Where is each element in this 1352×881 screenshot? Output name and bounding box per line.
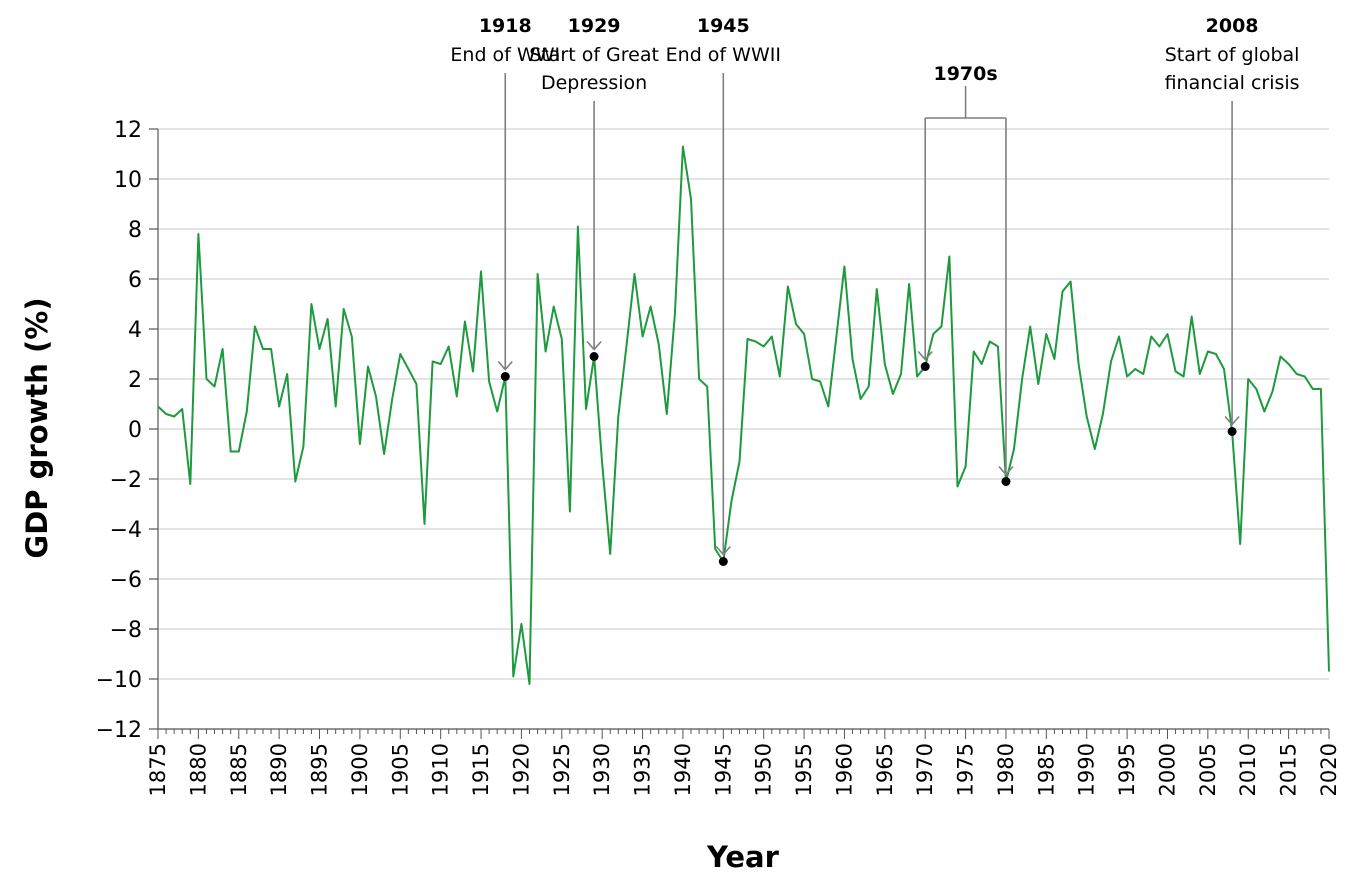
x-tick-label: 1880 — [186, 743, 210, 796]
x-tick-label: 1955 — [792, 743, 816, 796]
y-tick-label: −4 — [110, 518, 142, 543]
x-tick-label: 1990 — [1075, 743, 1099, 796]
annotation-year: 1929 — [568, 15, 621, 37]
y-tick-label: 4 — [128, 318, 142, 343]
y-tick-label: −2 — [110, 468, 142, 493]
x-tick-label: 1940 — [671, 743, 695, 796]
annotation-point-marker — [500, 372, 510, 381]
y-tick-label: −10 — [96, 668, 142, 693]
x-tick-label: 1935 — [631, 743, 655, 796]
annotation-year: 1918 — [479, 15, 532, 37]
annotation-label: financial crisis — [1165, 72, 1300, 94]
x-tick-label: 1975 — [954, 743, 978, 796]
annotation-point-marker — [1001, 477, 1011, 486]
annotation-point-marker — [589, 352, 599, 361]
y-tick-label: −8 — [110, 618, 142, 643]
annotation-point-marker — [920, 362, 930, 371]
x-tick-label: 1970 — [913, 743, 937, 796]
x-tick-label: 1925 — [550, 743, 574, 796]
y-tick-label: 8 — [128, 218, 142, 243]
x-tick-label: 1960 — [832, 743, 856, 796]
x-tick-label: 1930 — [590, 743, 614, 796]
x-tick-label: 1965 — [873, 743, 897, 796]
x-tick-label: 1920 — [509, 743, 533, 796]
data-series — [157, 145, 1330, 685]
annotation-year: 2008 — [1206, 15, 1259, 37]
x-tick-label: 1915 — [469, 743, 493, 796]
annotation-point-marker — [1227, 427, 1237, 436]
x-tick-label: 1985 — [1034, 743, 1058, 796]
gridlines — [158, 128, 1329, 730]
annotation-label: End of WWII — [666, 44, 781, 66]
x-tick-label: 1980 — [994, 743, 1018, 796]
annotation-label: Start of global — [1165, 44, 1300, 66]
y-tick-label: 0 — [128, 418, 142, 443]
y-axis-title: GDP growth (%) — [20, 297, 54, 558]
annotation-year: 1945 — [697, 15, 750, 37]
annotation-label: End of WWI — [450, 44, 560, 66]
x-tick-label: 1900 — [348, 743, 372, 796]
annotation-arrowhead — [917, 350, 933, 361]
x-tick-label: 1910 — [429, 743, 453, 796]
annotation-arrowhead — [715, 545, 731, 556]
x-tick-label: 2020 — [1317, 743, 1341, 796]
x-axis-ticks: 1875 1880 1885 1890 1895 1900 1905 1910 1915 1920… — [146, 729, 1341, 796]
annotation-arrowhead — [998, 465, 1014, 476]
x-tick-label: 1995 — [1115, 743, 1139, 796]
y-tick-label: −6 — [110, 568, 142, 593]
gdp-growth-line — [157, 145, 1330, 685]
y-tick-label: 10 — [114, 168, 142, 193]
x-axis-title: Year — [706, 840, 780, 874]
annotation-arrowhead — [1224, 415, 1240, 426]
x-tick-label: 1885 — [227, 743, 251, 796]
x-tick-label: 2015 — [1277, 743, 1301, 796]
x-tick-label: 1895 — [308, 743, 332, 796]
x-tick-label: 2000 — [1155, 743, 1179, 796]
annotation-point-marker — [718, 557, 728, 566]
annotation-year: 1970s — [933, 63, 997, 85]
x-tick-label: 1905 — [388, 743, 412, 796]
y-tick-label: 2 — [128, 368, 142, 393]
y-tick-label: −12 — [96, 718, 142, 743]
annotation-label: Depression — [541, 72, 647, 94]
x-tick-label: 2010 — [1236, 743, 1260, 796]
annotation-arrowhead — [586, 340, 602, 351]
x-tick-label: 1875 — [146, 743, 170, 796]
annotations: 1918 End of WWI 1929 Start of Great Depressi… — [450, 15, 1300, 566]
x-tick-label: 1890 — [267, 743, 291, 796]
y-tick-label: 6 — [128, 268, 142, 293]
y-axis-ticks: 12 10 8 6 4 2 0 −2 −4 −6 −8 −10 −12 — [96, 118, 158, 743]
y-tick-label: 12 — [114, 118, 142, 143]
x-tick-label: 1945 — [711, 743, 735, 796]
annotation-arrowhead — [497, 360, 513, 371]
annotation-label: Start of Great — [529, 44, 659, 66]
x-tick-label: 2005 — [1196, 743, 1220, 796]
x-tick-label: 1950 — [752, 743, 776, 796]
